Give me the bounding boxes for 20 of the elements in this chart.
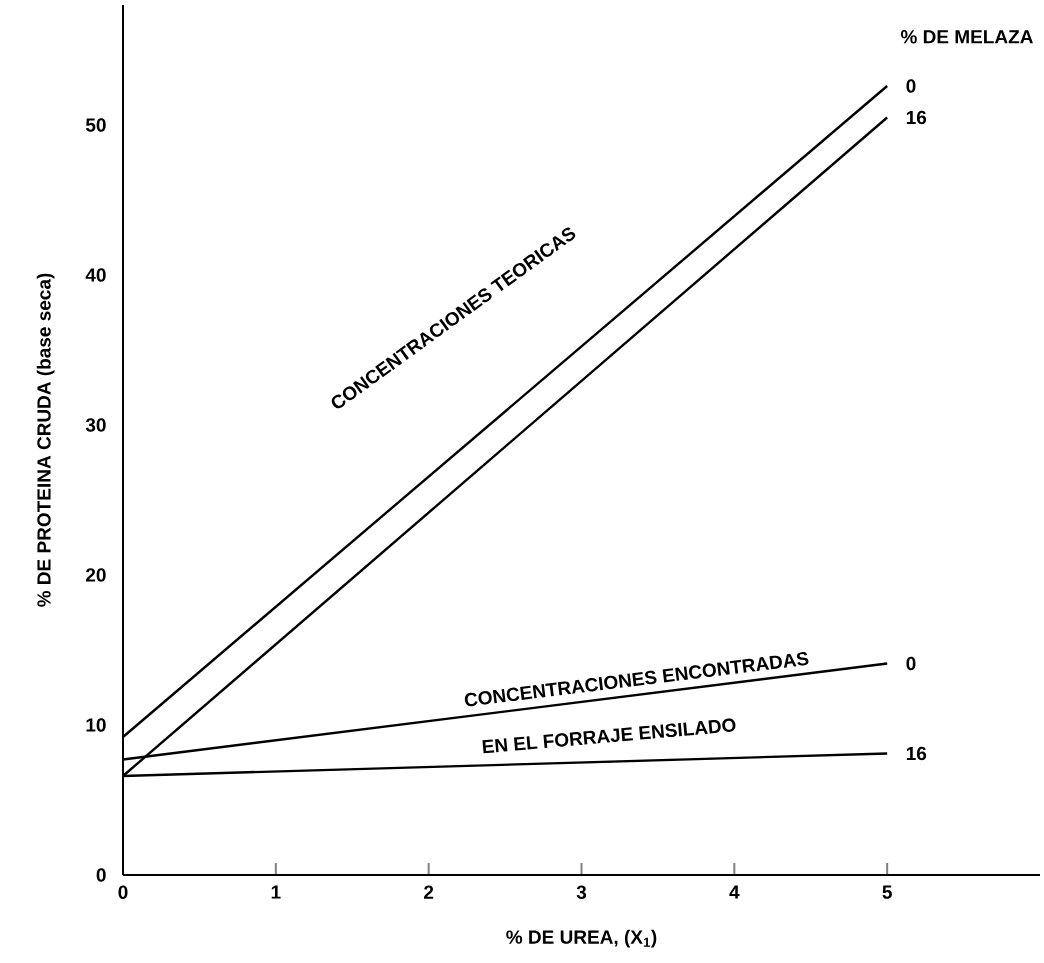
series-label: 0 xyxy=(906,79,916,93)
y-tick-label: 30 xyxy=(85,418,106,432)
y-tick-label: 40 xyxy=(85,268,106,282)
annotation: EN EL FORRAJE ENSILADO xyxy=(482,718,736,754)
series-label: 16 xyxy=(906,110,927,125)
series-label: 16 xyxy=(906,746,927,761)
x-tick-label: 4 xyxy=(729,885,740,899)
y-tick-label: 50 xyxy=(85,118,106,132)
y-tick-label: 0 xyxy=(96,868,106,882)
y-tick-label: 10 xyxy=(86,718,106,732)
legend-title: % DE MELAZA xyxy=(900,30,1033,44)
x-tick-label: 3 xyxy=(576,885,587,899)
y-tick-label: 20 xyxy=(86,568,106,582)
x-tick-label: 2 xyxy=(424,885,434,899)
x-tick-label: 5 xyxy=(882,885,892,899)
x-tick-label: 0 xyxy=(118,885,128,899)
y-axis-title: % DE PROTEINA CRUDA (base seca) xyxy=(36,273,55,607)
x-tick-label: 1 xyxy=(271,885,281,899)
series-label: 0 xyxy=(906,656,916,671)
x-axis-title: % DE UREA, (X$_{1}$) xyxy=(506,929,657,948)
